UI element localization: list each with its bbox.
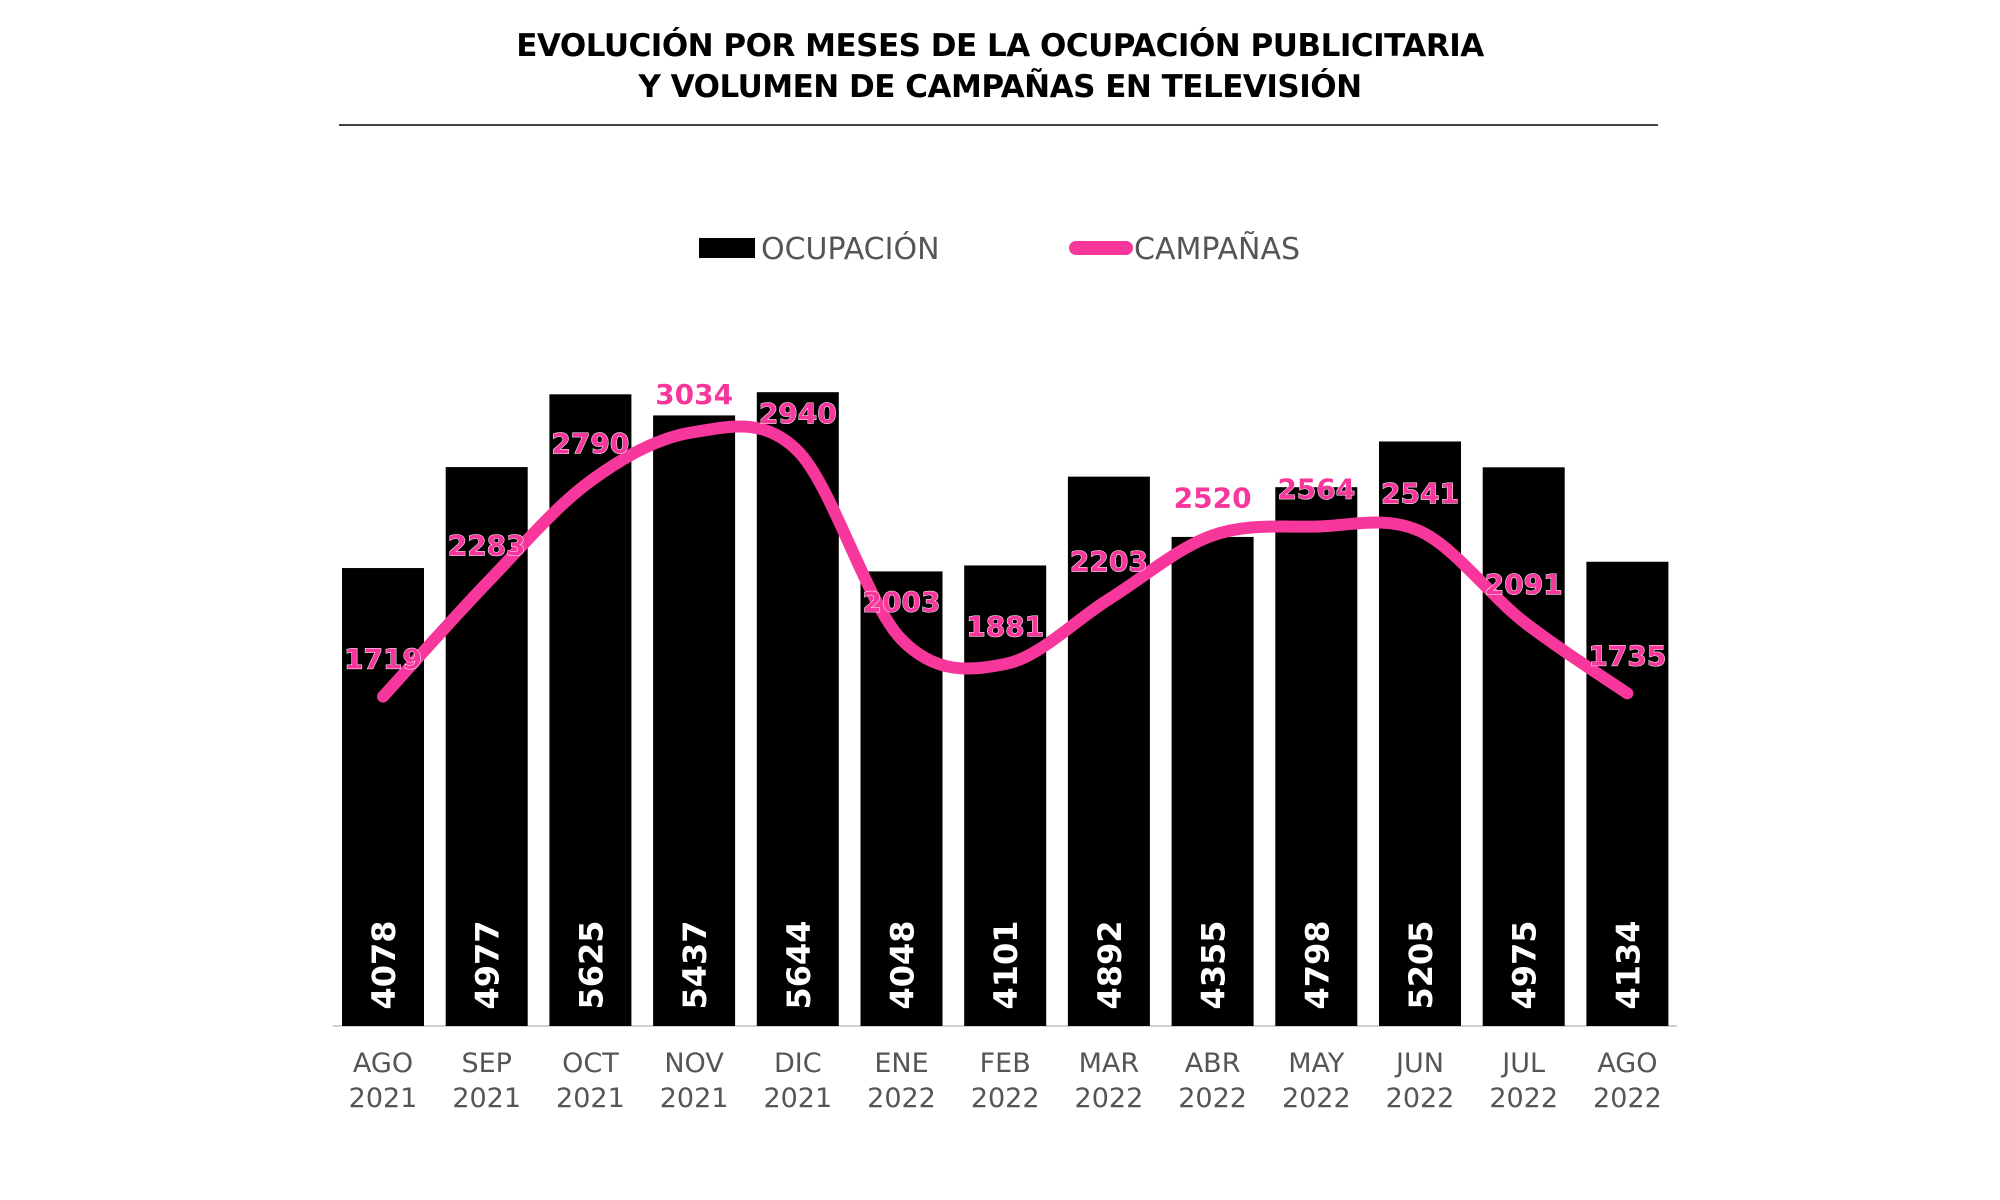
x-tick-label: MAY xyxy=(1288,1048,1345,1079)
chart-title-line-1: EVOLUCIÓN POR MESES DE LA OCUPACIÓN PUBL… xyxy=(516,28,1484,64)
x-tick-label: 2022 xyxy=(1489,1083,1558,1114)
bar-ocupacion xyxy=(1067,476,1150,1026)
bar-value-label: 4134 xyxy=(1609,920,1647,1009)
x-tick-label: 2022 xyxy=(971,1083,1040,1114)
bar-value-label: 5205 xyxy=(1402,920,1440,1009)
chart-title-line-2: Y VOLUMEN DE CAMPAÑAS EN TELEVISIÓN xyxy=(638,69,1362,105)
title-divider xyxy=(339,124,1658,126)
line-value-label: 1881 xyxy=(966,610,1044,643)
bar-value-label: 4892 xyxy=(1091,920,1129,1009)
line-value-label: 2520 xyxy=(1174,481,1252,514)
bar-ocupacion xyxy=(1482,467,1565,1026)
line-value-label: 2541 xyxy=(1381,477,1459,510)
bar-value-label: 4975 xyxy=(1506,920,1544,1009)
bar-ocupacion xyxy=(964,565,1047,1026)
bar-ocupacion xyxy=(1379,441,1461,1026)
x-tick-label: MAR xyxy=(1079,1048,1140,1079)
bar-ocupacion xyxy=(1586,561,1669,1026)
line-value-label: 2091 xyxy=(1485,568,1563,601)
x-tick-label: SEP xyxy=(461,1048,511,1079)
bar-ocupacion xyxy=(653,415,736,1026)
bar-value-label: 5625 xyxy=(572,920,610,1009)
x-tick-label: JUL xyxy=(1500,1048,1545,1079)
line-value-label: 2790 xyxy=(551,427,629,460)
legend-label-ocupacion: OCUPACIÓN xyxy=(761,230,940,267)
line-campanas xyxy=(377,420,1634,703)
x-tick-label: 2022 xyxy=(1075,1083,1144,1114)
legend: OCUPACIÓN CAMPAÑAS xyxy=(699,230,1300,267)
bar-ocupacion xyxy=(1171,536,1254,1026)
x-tick-label: 2021 xyxy=(556,1083,625,1114)
x-tick-label: 2022 xyxy=(1178,1083,1247,1114)
x-tick-label: 2021 xyxy=(660,1083,729,1114)
line-value-label: 2003 xyxy=(863,585,941,618)
x-tick-label: 2022 xyxy=(1386,1083,1455,1114)
x-tick-label: AGO xyxy=(353,1048,413,1079)
legend-swatch-ocupacion xyxy=(699,238,755,258)
x-tick-label: OCT xyxy=(562,1048,619,1079)
bar-ocupacion xyxy=(342,568,424,1026)
x-tick-label: 2022 xyxy=(1282,1083,1351,1114)
bar-value-label: 4977 xyxy=(469,920,507,1009)
line-value-label: 1735 xyxy=(1588,639,1666,672)
x-tick-label: JUN xyxy=(1394,1048,1444,1079)
line-value-label: 2564 xyxy=(1277,473,1355,506)
x-tick-label: ABR xyxy=(1185,1048,1241,1079)
bar-value-label: 4078 xyxy=(365,920,403,1009)
x-tick-label: FEB xyxy=(980,1048,1031,1079)
x-tick-label: AGO xyxy=(1597,1048,1657,1079)
line-value-label: 2940 xyxy=(759,397,837,430)
bar-value-label: 5437 xyxy=(676,920,714,1009)
bar-ocupacion xyxy=(1275,487,1358,1027)
chart-title: EVOLUCIÓN POR MESES DE LA OCUPACIÓN PUBL… xyxy=(0,26,2000,108)
x-tick-label: 2021 xyxy=(349,1083,418,1114)
x-tick-label: ENE xyxy=(874,1048,928,1079)
line-value-label: 3034 xyxy=(655,378,733,411)
legend-label-campanas: CAMPAÑAS xyxy=(1134,231,1300,267)
x-tick-label: NOV xyxy=(664,1048,724,1079)
bar-value-label: 5644 xyxy=(780,920,818,1009)
x-tick-label: 2022 xyxy=(867,1083,936,1114)
bar-value-label: 4355 xyxy=(1195,920,1233,1009)
bar-value-label: 4101 xyxy=(987,920,1025,1009)
x-tick-label: DIC xyxy=(774,1048,822,1079)
line-value-label: 2283 xyxy=(448,529,526,562)
line-value-label: 2203 xyxy=(1070,545,1148,578)
line-value-label: 1719 xyxy=(344,643,422,676)
x-tick-label: 2021 xyxy=(763,1083,832,1114)
bar-value-label: 4048 xyxy=(884,920,922,1009)
bar-value-label: 4798 xyxy=(1298,920,1336,1009)
x-tick-label: 2022 xyxy=(1593,1083,1662,1114)
x-tick-label: 2021 xyxy=(452,1083,521,1114)
